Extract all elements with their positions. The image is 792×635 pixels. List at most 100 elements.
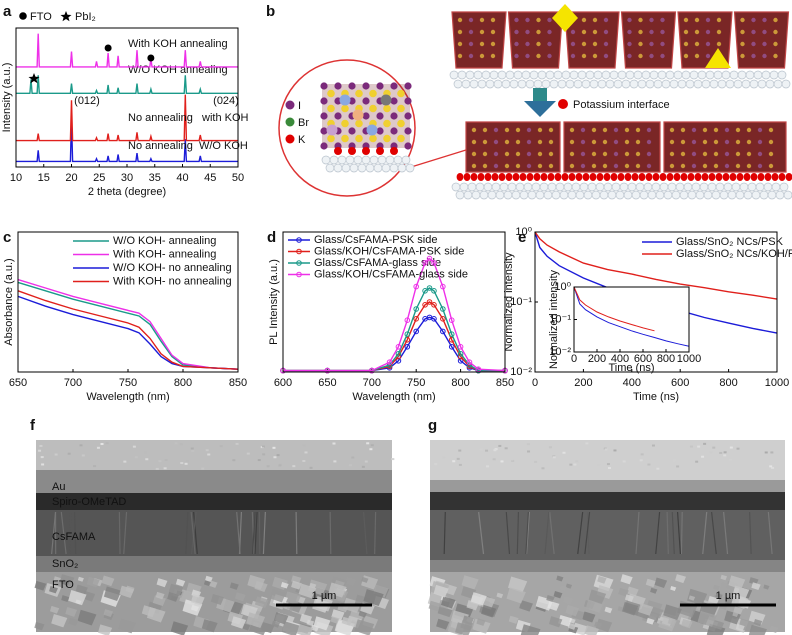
substrate-atom — [561, 70, 571, 80]
lattice-atom — [669, 127, 675, 133]
sem-grain-boundary — [723, 511, 729, 555]
substrate-atom — [719, 190, 729, 200]
sem-grain — [34, 580, 47, 591]
series-marker — [386, 359, 393, 366]
sem-grain — [769, 625, 779, 633]
lattice-atom — [627, 41, 632, 47]
lattice-atom — [479, 29, 485, 35]
sem-grain — [433, 584, 449, 598]
substrate-atom — [713, 70, 723, 80]
substrate-atom — [489, 70, 499, 80]
lattice-atom — [683, 17, 689, 23]
potassium-atom — [519, 173, 527, 181]
sem-noise — [606, 463, 610, 466]
sem-noise — [292, 465, 296, 468]
legend-label: Glass/KOH/CsFAMA-glass side — [314, 268, 468, 280]
lead — [369, 89, 377, 98]
scale-bar-label: 1 µm — [312, 590, 337, 602]
x-tick-label: 1000 — [677, 353, 701, 365]
x-tick-label: 0 — [532, 377, 538, 389]
substrate-atom — [453, 79, 463, 89]
sem-grain — [663, 604, 682, 620]
substrate-atom — [455, 190, 465, 200]
lattice-atom — [694, 53, 700, 59]
sem-grain — [175, 578, 186, 587]
sem-grain — [667, 618, 676, 626]
sem-noise — [452, 460, 456, 463]
substrate-atom — [457, 70, 467, 80]
potassium-atom — [687, 173, 695, 181]
potassium-atom — [582, 173, 590, 181]
sem-grain — [582, 611, 596, 623]
substrate-atom — [771, 182, 781, 192]
lattice-atom — [526, 163, 532, 169]
lattice-atom — [649, 17, 654, 23]
potassium-atom — [729, 173, 737, 181]
sem-grain — [520, 624, 541, 635]
sem-grain — [170, 621, 189, 635]
lattice-atom — [613, 151, 619, 157]
substrate-atom — [781, 79, 791, 89]
sem-noise — [105, 442, 109, 445]
sem-noise — [235, 442, 239, 445]
sem-grain — [296, 624, 314, 635]
lattice-atom — [746, 139, 752, 145]
substrate-atom — [751, 190, 761, 200]
sem-noise — [573, 463, 577, 466]
iodide — [320, 112, 328, 120]
lead — [355, 134, 363, 143]
sem-grain — [697, 610, 717, 627]
lattice-atom — [569, 139, 575, 145]
substrate-atom — [531, 182, 541, 192]
sem-noise — [41, 463, 45, 466]
substrate-atom — [353, 155, 363, 165]
substrate-atom — [585, 70, 595, 80]
sem-grain — [733, 606, 744, 615]
sem-grain-boundary — [676, 511, 682, 555]
lattice-atom — [694, 17, 700, 23]
legend-label: W/O KOH- no annealing — [113, 262, 232, 274]
sem-grain — [749, 577, 759, 585]
substrate-atom — [573, 79, 583, 89]
sem-grain — [548, 616, 563, 628]
substrate-atom — [373, 163, 383, 173]
lattice-atom — [591, 127, 597, 133]
lattice-atom — [635, 163, 641, 169]
potassium-atom — [610, 173, 618, 181]
sem-grain — [298, 583, 317, 599]
series-marker — [404, 317, 411, 324]
sem-grain-boundary — [767, 511, 773, 555]
lead — [355, 89, 363, 98]
substrate-atom — [693, 79, 703, 89]
sem-grain — [205, 575, 213, 583]
potassium-atom — [617, 173, 625, 181]
substrate-atom — [549, 79, 559, 89]
lattice-atom — [768, 127, 774, 133]
plot-frame — [282, 231, 506, 373]
lattice-atom — [457, 41, 463, 47]
substrate-atom — [777, 70, 787, 80]
potassium-atom — [694, 173, 702, 181]
lattice-atom — [773, 41, 778, 47]
lead — [397, 104, 405, 113]
substrate-atom — [513, 70, 523, 80]
sem-noise — [180, 462, 184, 465]
sem-grain — [735, 623, 745, 632]
lattice-atom — [471, 163, 477, 169]
substrate-atom — [753, 70, 763, 80]
lattice-atom — [735, 139, 741, 145]
lattice-atom — [669, 163, 675, 169]
panel-letter: c — [3, 229, 11, 246]
lead — [341, 119, 349, 128]
substrate-atom — [551, 190, 561, 200]
sem-noise — [364, 460, 368, 463]
substrate-atom — [555, 182, 565, 192]
potassium-dot — [558, 99, 568, 109]
lattice-atom — [490, 29, 496, 35]
substrate-atom — [521, 70, 531, 80]
sem-grain-boundary — [671, 511, 675, 555]
sem-noise — [493, 449, 497, 452]
sem-grain — [103, 609, 114, 618]
sem-grain — [646, 617, 655, 625]
